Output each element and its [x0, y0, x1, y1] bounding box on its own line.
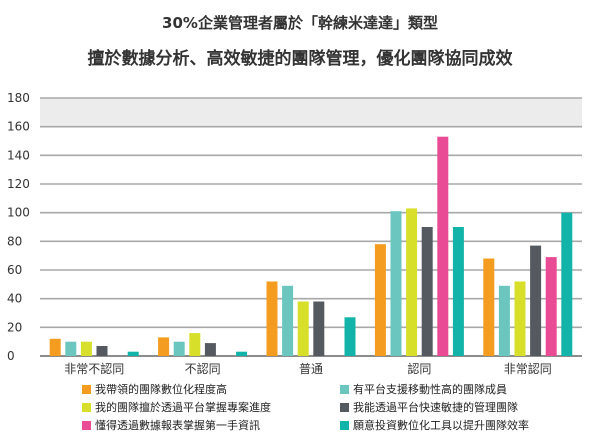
bar: [65, 341, 77, 356]
legend-swatch: [340, 420, 349, 430]
legend-swatch: [340, 402, 349, 412]
bar: [498, 285, 510, 356]
x-category-label: 非常認同: [504, 361, 552, 376]
bar: [189, 333, 201, 356]
legend-label: 我的團隊擅於透過平台掌握專案進度: [95, 401, 271, 414]
legend-label: 我帶領的團隊數位化程度高: [95, 383, 227, 396]
bar: [313, 301, 325, 356]
bar: [266, 281, 278, 356]
y-tick-label: 100: [7, 206, 30, 220]
bar: [530, 245, 542, 356]
grid-band: [40, 98, 582, 127]
bar: [236, 351, 248, 356]
x-category-label: 非常不認同: [64, 361, 124, 376]
legend-item: 願意投資數位化工具以提升團隊效率: [340, 417, 529, 433]
y-tick-label: 140: [7, 148, 30, 162]
legend-label: 我能透過平台快速敏捷的管理團隊: [353, 401, 518, 414]
x-category-label: 普通: [299, 362, 323, 376]
bar: [49, 338, 61, 356]
legend-swatch: [82, 402, 91, 412]
bar: [374, 244, 386, 356]
bar: [173, 341, 185, 356]
legend-label: 有平台支援移動性高的團隊成員: [353, 383, 507, 396]
legend-item: 我的團隊擅於透過平台掌握專案進度: [82, 399, 271, 415]
chart-subtitle: 擅於數據分析、高效敏捷的團隊管理，優化團隊協同成效: [87, 49, 513, 69]
legend-swatch: [82, 420, 91, 430]
bar: [406, 208, 418, 356]
bar: [344, 317, 356, 356]
bar: [421, 227, 433, 356]
legend-swatch: [340, 384, 349, 394]
bar: [545, 257, 557, 356]
y-tick-label: 60: [7, 263, 22, 277]
chart-title: 30%企業管理者屬於「幹練米達達」類型: [162, 14, 438, 32]
bar: [282, 285, 294, 356]
bar: [127, 351, 139, 356]
bar: [390, 211, 402, 356]
y-tick-label: 160: [7, 120, 30, 134]
legend-item: 我帶領的團隊數位化程度高: [82, 381, 227, 397]
x-category-label: 認同: [407, 361, 431, 376]
bar: [452, 227, 464, 356]
legend-item: 我能透過平台快速敏捷的管理團隊: [340, 399, 518, 415]
y-tick-label: 120: [7, 177, 30, 191]
bar: [561, 212, 573, 356]
bar: [483, 258, 495, 356]
bar: [297, 301, 309, 356]
bar: [514, 281, 526, 356]
y-tick-label: 80: [7, 234, 22, 248]
legend-item: 懂得透過數據報表掌握第一手資訊: [82, 417, 260, 433]
bar: [158, 337, 170, 356]
x-category-label: 不認同: [185, 361, 221, 376]
legend-label: 懂得透過數據報表掌握第一手資訊: [95, 419, 260, 432]
y-tick-label: 40: [7, 292, 22, 306]
y-tick-label: 180: [7, 91, 30, 105]
bar: [437, 136, 449, 356]
y-tick-label: 20: [7, 320, 22, 334]
legend-label: 願意投資數位化工具以提升團隊效率: [353, 419, 529, 432]
bar: [204, 343, 216, 356]
bar: [96, 346, 108, 356]
y-tick-label: 0: [7, 349, 15, 363]
legend-item: 有平台支援移動性高的團隊成員: [340, 381, 507, 397]
bar: [80, 341, 92, 356]
legend-swatch: [82, 384, 91, 394]
